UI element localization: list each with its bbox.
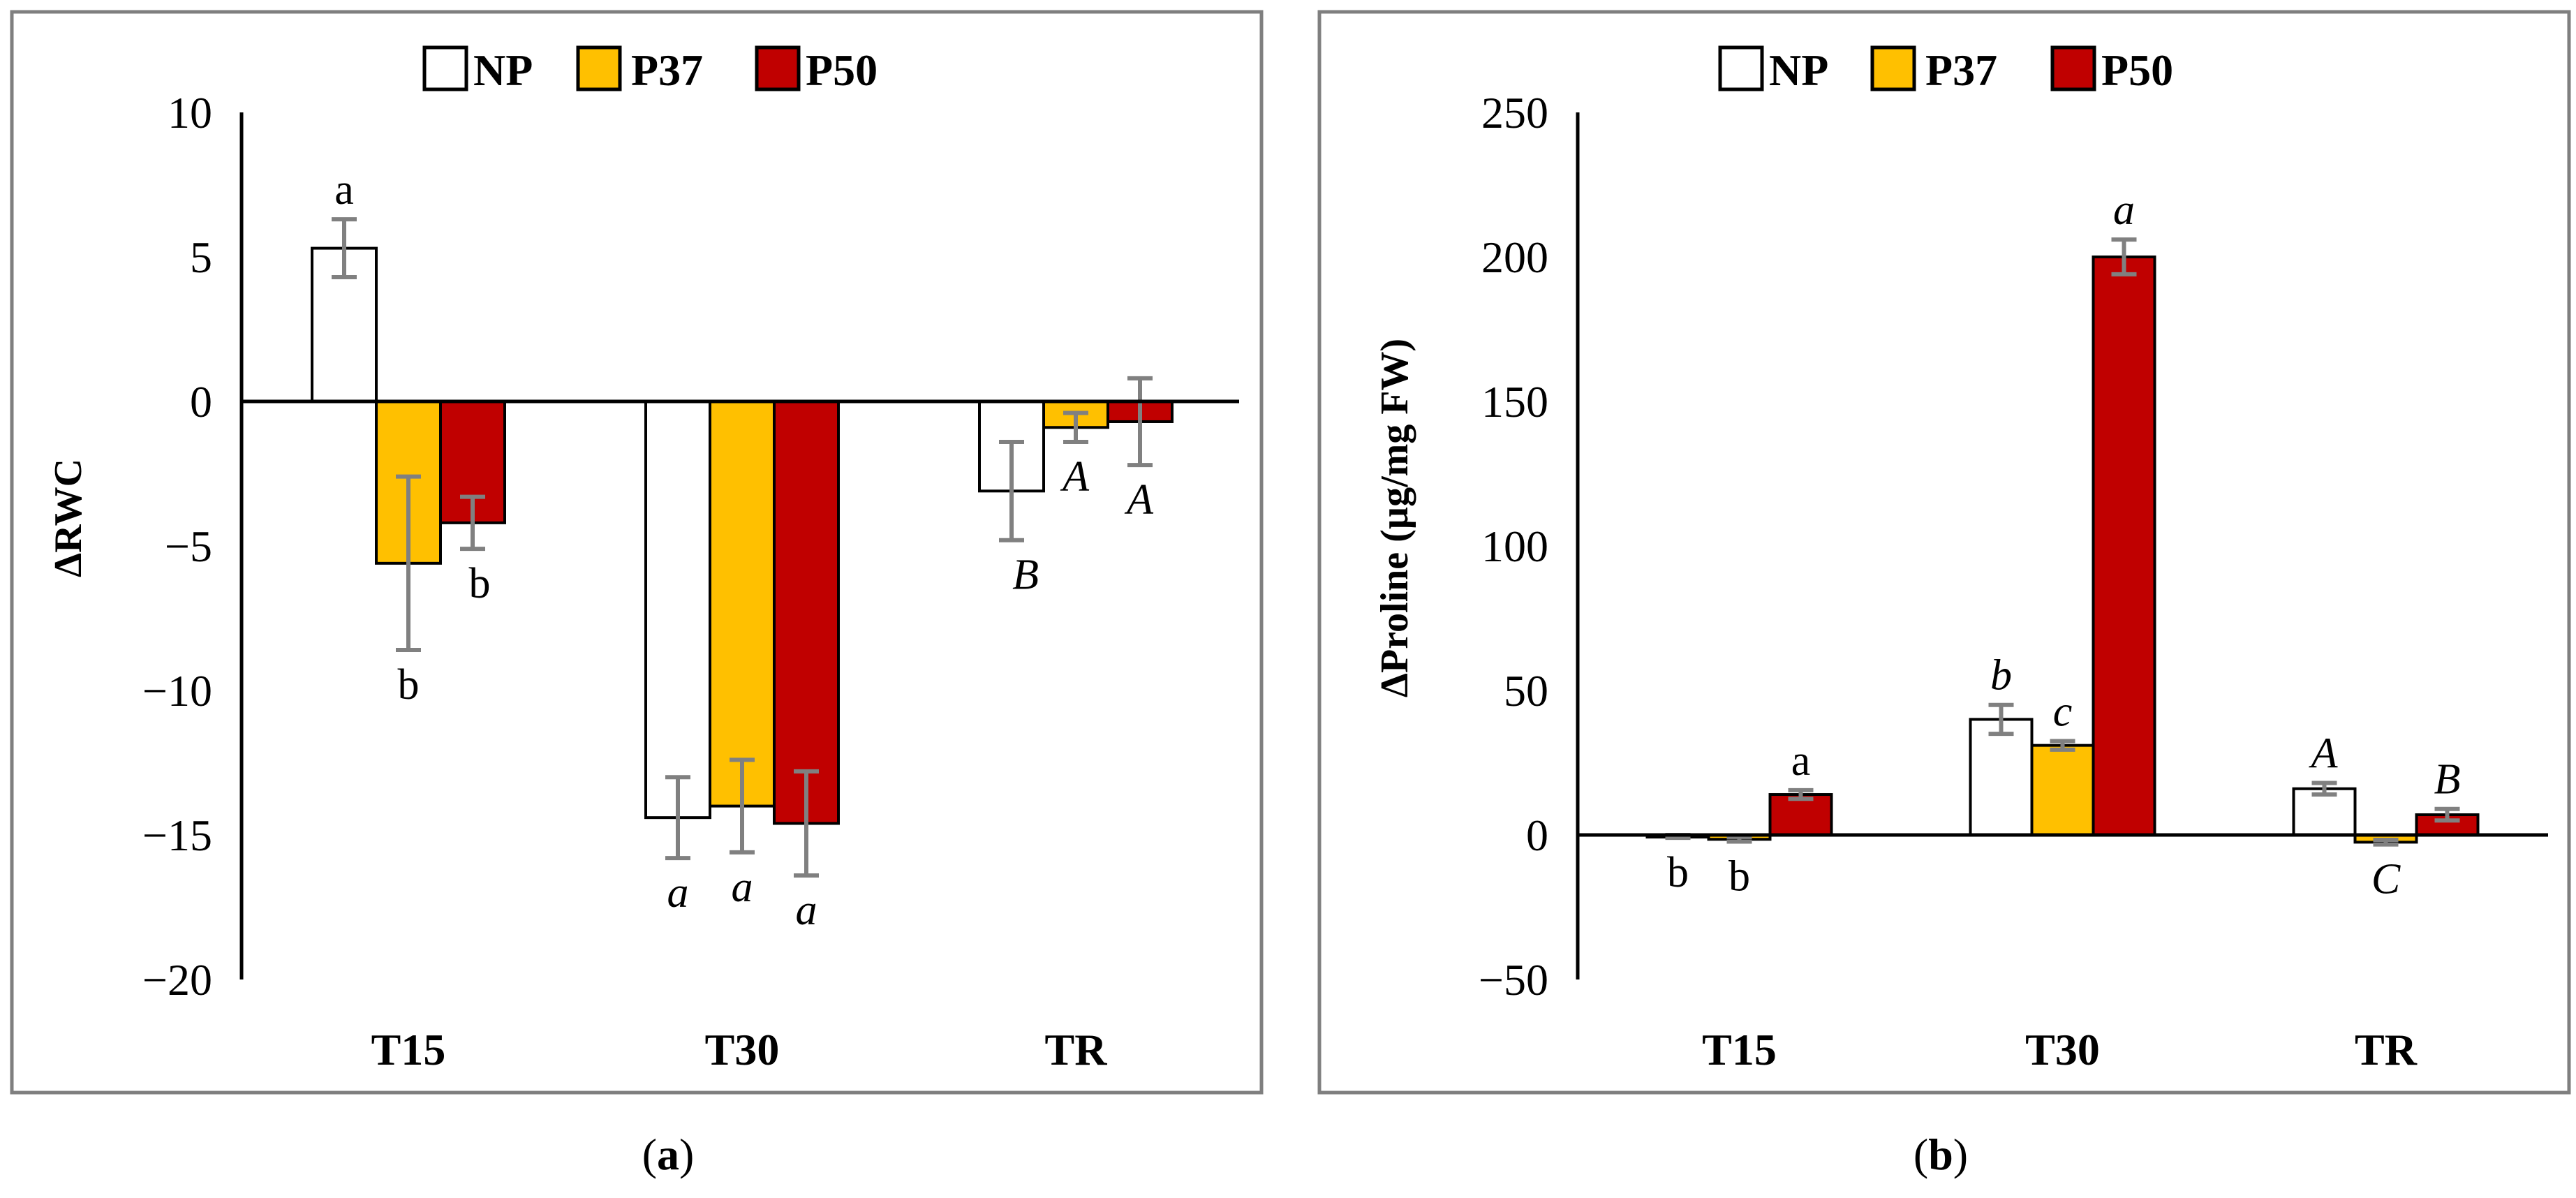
significance-label: b xyxy=(398,661,420,709)
y-tick-label: 0 xyxy=(1526,811,1548,860)
y-axis-title: ΔProline (µg/mg FW) xyxy=(1373,339,1416,697)
error-bar-np-t15 xyxy=(332,217,357,279)
x-category-label: TR xyxy=(2355,1025,2418,1074)
legend-label-p37: P37 xyxy=(631,45,703,95)
x-category-label: TR xyxy=(1045,1025,1108,1074)
panel-caption: (b) xyxy=(1914,1130,1968,1179)
error-bar-np-tr xyxy=(2311,781,2337,797)
legend-label-p50: P50 xyxy=(2101,45,2173,95)
y-tick-label: −15 xyxy=(142,811,212,860)
significance-label: b xyxy=(1990,652,2012,700)
x-category-label: T30 xyxy=(705,1025,780,1074)
significance-label: A xyxy=(1124,476,1154,524)
bar-np-t30 xyxy=(644,400,711,820)
y-tick-label: 10 xyxy=(168,88,212,138)
error-bar-p37-tr xyxy=(1063,411,1088,444)
error-bar-p37-t15 xyxy=(1726,834,1752,844)
x-category-label: T30 xyxy=(2025,1025,2100,1074)
error-bar-np-t30 xyxy=(665,775,690,861)
y-tick-label: −20 xyxy=(142,955,212,1005)
caption-paren-close: ) xyxy=(679,1130,694,1179)
y-tick-label: 5 xyxy=(190,232,212,282)
legend-label-p50: P50 xyxy=(806,45,878,95)
bar-p50-t30 xyxy=(773,400,840,825)
x-category-label: T15 xyxy=(1702,1025,1777,1074)
bar-p37-t30 xyxy=(2030,744,2095,837)
significance-label: a xyxy=(667,869,689,917)
error-bar-p50-t15 xyxy=(460,494,485,552)
error-bar-p50-t30 xyxy=(2111,237,2137,276)
legend-swatch-np xyxy=(422,45,468,91)
legend-swatch-p37 xyxy=(576,45,622,91)
error-bar-p50-tr xyxy=(2434,806,2460,823)
y-axis-title: ΔRWC xyxy=(47,459,90,577)
y-tick-label: −10 xyxy=(142,666,212,716)
bar-p37-t30 xyxy=(709,400,776,808)
significance-label: B xyxy=(2434,756,2461,804)
significance-label: A xyxy=(2309,730,2339,777)
y-tick-label: 250 xyxy=(1481,88,1548,138)
y-tick-label: 50 xyxy=(1504,666,1548,716)
y-tick-label: −5 xyxy=(165,522,212,571)
panel-frame xyxy=(1317,10,2571,1095)
significance-label: a xyxy=(2113,186,2135,234)
significance-label: a xyxy=(334,166,354,214)
error-bar-np-tr xyxy=(999,439,1024,542)
error-bar-p50-t30 xyxy=(794,769,819,878)
significance-label: a xyxy=(1791,737,1811,785)
y-tick-label: −50 xyxy=(1479,955,1548,1005)
error-bar-p37-tr xyxy=(2373,838,2399,847)
legend-label-np: NP xyxy=(473,45,533,95)
legend-swatch-p37 xyxy=(1870,45,1916,91)
y-tick-label: 0 xyxy=(190,377,212,427)
legend-label-p37: P37 xyxy=(1925,45,1997,95)
legend-label-np: NP xyxy=(1769,45,1828,95)
legend-swatch-np xyxy=(1718,45,1764,91)
significance-label: B xyxy=(1012,552,1039,599)
bar-p50-t30 xyxy=(2092,256,2156,836)
error-bar-p37-t15 xyxy=(396,474,421,653)
y-tick-label: 150 xyxy=(1481,377,1548,427)
error-bar-p50-t15 xyxy=(1788,787,1814,801)
significance-label: A xyxy=(1060,453,1090,501)
error-bar-p37-t30 xyxy=(2050,739,2075,752)
caption-letter: a xyxy=(657,1130,679,1179)
bar-np-t30 xyxy=(1969,718,2034,837)
error-bar-np-t30 xyxy=(1988,702,2014,737)
panel-caption: (a) xyxy=(642,1130,695,1179)
legend-swatch-p50 xyxy=(2050,45,2096,91)
significance-label: b xyxy=(1729,853,1750,901)
caption-paren-open: ( xyxy=(642,1130,657,1179)
significance-label: b xyxy=(469,560,491,607)
significance-label: a xyxy=(732,864,753,911)
y-tick-label: 100 xyxy=(1481,522,1548,571)
x-category-label: T15 xyxy=(371,1025,446,1074)
legend-swatch-p50 xyxy=(755,45,801,91)
caption-paren-close: ) xyxy=(1953,1130,1968,1179)
caption-paren-open: ( xyxy=(1914,1130,1928,1179)
significance-label: a xyxy=(796,887,817,934)
significance-label: b xyxy=(1667,849,1689,896)
significance-label: C xyxy=(2371,856,2401,903)
caption-letter: b xyxy=(1928,1130,1953,1179)
significance-label: c xyxy=(2053,688,2073,735)
error-bar-p50-tr xyxy=(1127,376,1153,468)
y-tick-label: 200 xyxy=(1481,232,1548,282)
error-bar-p37-t30 xyxy=(730,757,755,855)
panel-frame xyxy=(10,10,1264,1095)
